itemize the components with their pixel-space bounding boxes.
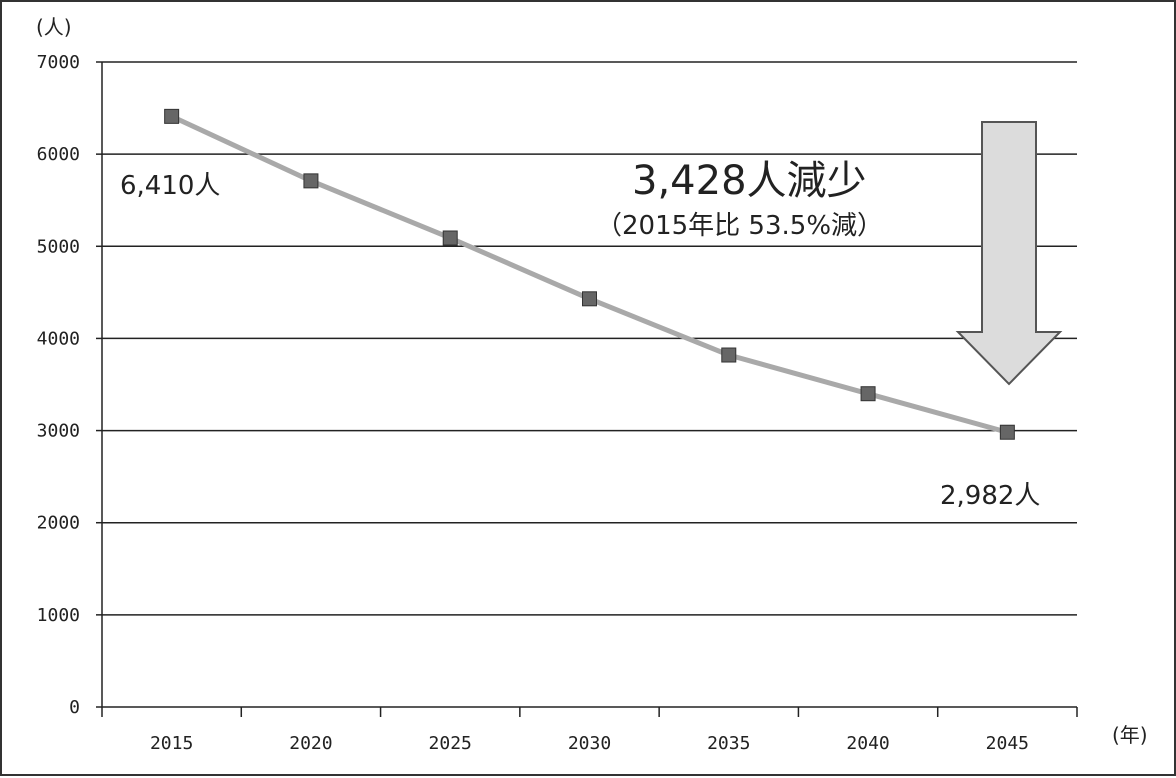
y-tick-label: 6000 [37, 144, 80, 165]
data-point-marker [999, 424, 1015, 440]
x-tick-label: 2045 [986, 733, 1029, 754]
x-tick-label: 2035 [707, 733, 750, 754]
data-point-marker [164, 108, 180, 124]
data-point-marker [721, 347, 737, 363]
x-tick-label: 2015 [150, 733, 193, 754]
series-layer [164, 108, 1015, 440]
annotation-main: 3,428人減少 [632, 158, 867, 204]
axis-layer [96, 61, 1078, 717]
data-point-marker [303, 173, 319, 189]
x-tick-label: 2030 [568, 733, 611, 754]
y-tick-label: 2000 [37, 513, 80, 534]
y-tick-label: 7000 [37, 52, 80, 73]
data-point-marker [582, 291, 597, 307]
y-tick-label: 0 [69, 697, 80, 718]
data-point-marker [860, 386, 876, 402]
y-tick-label: 3000 [37, 421, 80, 442]
grid-layer [102, 61, 1077, 616]
annotation-sub: （2015年比 53.5%減） [596, 211, 883, 241]
y-axis-unit-label: (人) [36, 15, 72, 39]
x-tick-label: 2025 [429, 733, 472, 754]
y-tick-label: 5000 [37, 236, 80, 257]
down-arrow-icon [955, 121, 1063, 386]
series-line [170, 114, 1009, 435]
x-tick-label: 2040 [846, 733, 889, 754]
data-label-first: 6,410人 [120, 171, 220, 201]
x-tick-label: 2020 [289, 733, 332, 754]
y-tick-label: 1000 [37, 605, 80, 626]
y-tick-label: 4000 [37, 328, 80, 349]
tick-label-layer: 0 1000 2000 3000 4000 5000 6000 7000 2015 2020 202… [37, 52, 1029, 754]
data-point-marker [442, 230, 458, 246]
x-axis-unit-label: (年) [1112, 723, 1148, 747]
data-label-last: 2,982人 [940, 481, 1040, 511]
